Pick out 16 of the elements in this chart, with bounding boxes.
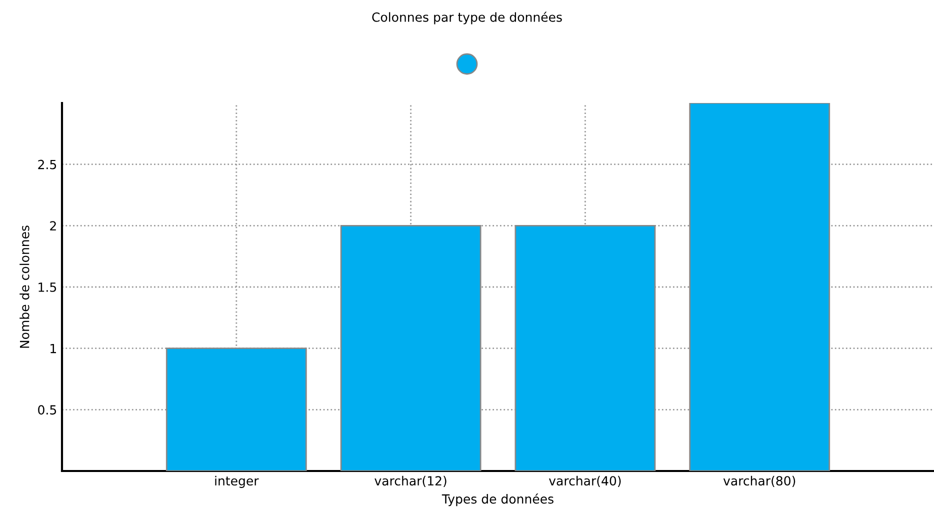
chart-title: Colonnes par type de données <box>372 12 562 24</box>
x-tick-label: varchar(40) <box>548 476 621 488</box>
y-tick-label: 2.5 <box>38 160 56 170</box>
y-tick-label: 1.5 <box>38 282 56 292</box>
y-tick-label: 1 <box>50 344 56 354</box>
x-tick-label: varchar(80) <box>723 476 796 488</box>
bar <box>514 224 656 471</box>
x-axis-title: Types de données <box>442 494 554 506</box>
x-tick-label: varchar(12) <box>374 476 446 488</box>
y-tick-label: 0.5 <box>38 405 56 415</box>
bar <box>689 103 830 471</box>
bar <box>340 224 482 471</box>
y-axis-title: Nombe de colonnes <box>20 226 30 348</box>
bar <box>166 348 307 471</box>
x-tick-label: integer <box>215 476 259 488</box>
y-tick-label: 2 <box>50 221 56 230</box>
